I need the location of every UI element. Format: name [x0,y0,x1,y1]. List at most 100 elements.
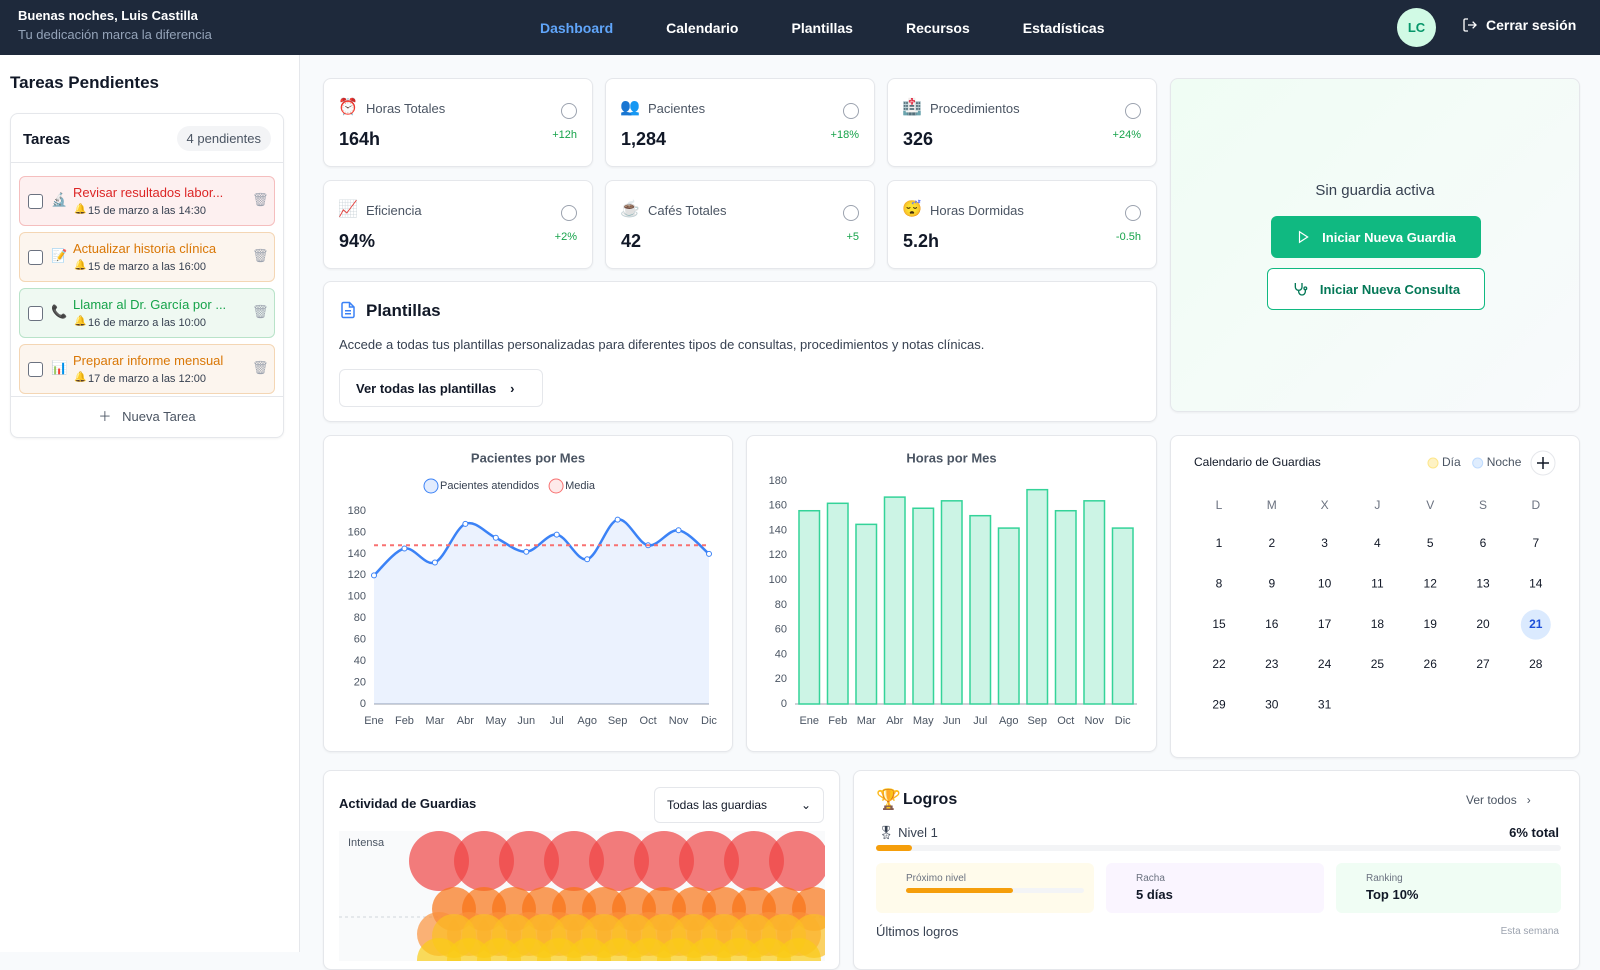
progress-track [876,845,1561,851]
day-cell[interactable]: 17 [1318,617,1332,631]
day-cell[interactable]: 26 [1424,657,1438,671]
bar [997,527,1020,705]
stat-label: Eficiencia [366,203,422,218]
day-cell[interactable]: 6 [1480,536,1487,550]
nav-item[interactable]: Calendario [666,19,739,36]
logout-button[interactable]: Cerrar sesión [1462,17,1576,33]
delete-button[interactable]: 🗑 [252,192,269,207]
pending-count: 4 pendientes [176,126,271,151]
y-tick-label: 100 [348,591,366,603]
point [401,545,408,552]
point [584,556,591,563]
activity-bubble [409,831,469,891]
streak-label: Racha [1136,873,1165,884]
stat-icon: ⏰ [338,99,358,116]
start-guard-button[interactable]: Iniciar Nueva Guardia [1271,216,1481,258]
stat-icon: 👥 [620,99,640,116]
stethoscope-icon [1294,283,1308,296]
period-label: Esta semana [1500,926,1559,937]
day-cell[interactable]: 18 [1371,617,1385,631]
day-cell[interactable]: 28 [1529,657,1543,671]
start-consult-label: Iniciar Nueva Consulta [1319,281,1461,297]
day-cell[interactable]: 10 [1318,576,1332,590]
stat-trend-icon [1125,205,1141,221]
top-bar: Buenas noches, Luis Castilla Tu dedicaci… [0,0,1600,55]
nav-item[interactable]: Estadísticas [1022,19,1105,36]
chart-card: Horas por Mes 0 20 40 60 80 100 120 140 160 180 Ene… [746,435,1157,752]
y-tick-label: 20 [775,673,787,685]
x-tick-label: Feb [395,715,414,727]
day-cell[interactable]: 13 [1476,576,1490,590]
stat-icon: 😴 [902,201,922,218]
stat-change: +12h [552,129,577,141]
y-tick-label: 40 [775,648,787,660]
day-cell[interactable]: 7 [1532,536,1539,550]
x-tick-label: Abr [886,715,903,727]
new-task-button[interactable]: ＋ Nueva Tarea [98,409,196,424]
day-cell[interactable]: 11 [1371,576,1384,590]
day-cell[interactable]: 24 [1318,657,1332,671]
activity-bubble [724,831,784,891]
nav-item[interactable]: Plantillas [791,19,853,36]
x-tick-label: May [913,715,934,727]
x-tick-label: Feb [828,715,847,727]
day-cell[interactable]: 30 [1265,697,1279,711]
avatar[interactable]: LC [1397,8,1436,47]
nav-item[interactable]: Recursos [905,19,970,36]
day-cell[interactable]: 3 [1321,536,1328,550]
bar [1054,509,1077,705]
bar [1111,527,1134,705]
day-cell[interactable]: 25 [1371,657,1385,671]
stat-card: 👥 Pacientes 1,284 +18% [605,78,875,167]
delete-button[interactable]: 🗑 [252,360,269,375]
stat-trend-icon [1125,103,1141,119]
task-time: 16 de marzo a las 10:00 [88,317,207,329]
task-checkbox[interactable] [28,306,43,321]
day-cell[interactable]: 9 [1268,576,1275,590]
point [371,572,377,579]
day-cell[interactable]: 20 [1476,617,1490,631]
guard-filter[interactable]: Todas las guardias ⌄ [654,787,824,823]
point [492,534,499,541]
weekday-label: M [1267,498,1277,512]
greeting-subtitle: Tu dedicación marca la diferencia [18,27,212,42]
day-cell[interactable]: 21 [1529,617,1543,631]
nav-item[interactable]: Dashboard [540,19,614,36]
delete-button[interactable]: 🗑 [252,304,269,319]
day-cell[interactable]: 15 [1212,617,1226,631]
day-cell[interactable]: 22 [1212,657,1226,671]
see-all-link[interactable]: Ver todos › [1466,793,1531,807]
y-tick-label: 0 [360,698,366,710]
day-cell[interactable]: 5 [1427,536,1434,550]
day-cell[interactable]: 4 [1374,536,1381,550]
logout-label: Cerrar sesión [1486,17,1577,33]
day-cell[interactable]: 23 [1265,657,1279,671]
task-checkbox[interactable] [28,362,43,377]
task-checkbox[interactable] [28,194,43,209]
day-cell[interactable]: 8 [1216,576,1223,590]
delete-button[interactable]: 🗑 [252,248,269,263]
stat-change: -0.5h [1115,231,1141,243]
day-cell[interactable]: 14 [1529,576,1543,590]
y-tick-label: 40 [354,655,366,667]
ranking-value: Top 10% [1366,887,1419,902]
day-cell[interactable]: 19 [1424,617,1438,631]
day-cell[interactable]: 31 [1318,697,1332,711]
day-cell[interactable]: 2 [1268,536,1275,550]
start-consult-button[interactable]: Iniciar Nueva Consulta [1267,268,1485,310]
stat-label: Horas Totales [366,101,446,116]
x-tick-label: May [485,715,506,727]
day-cell[interactable]: 27 [1476,657,1490,671]
templates-button[interactable]: Ver todas las plantillas › [339,369,543,407]
task-checkbox[interactable] [28,250,43,265]
bar [798,509,821,705]
day-cell[interactable]: 29 [1212,697,1226,711]
day-cell[interactable]: 12 [1424,576,1438,590]
x-tick-label: Mar [857,715,876,727]
line-chart: Pacientes por Mes 0 20 40 60 80 100 120 140 160 18… [348,450,718,727]
task-item: 📝 Actualizar historia clínica 15 de marzo … [19,232,275,282]
level-label: Nivel 1 [898,825,938,840]
day-cell[interactable]: 16 [1265,617,1279,631]
day-cell[interactable]: 1 [1216,536,1223,550]
